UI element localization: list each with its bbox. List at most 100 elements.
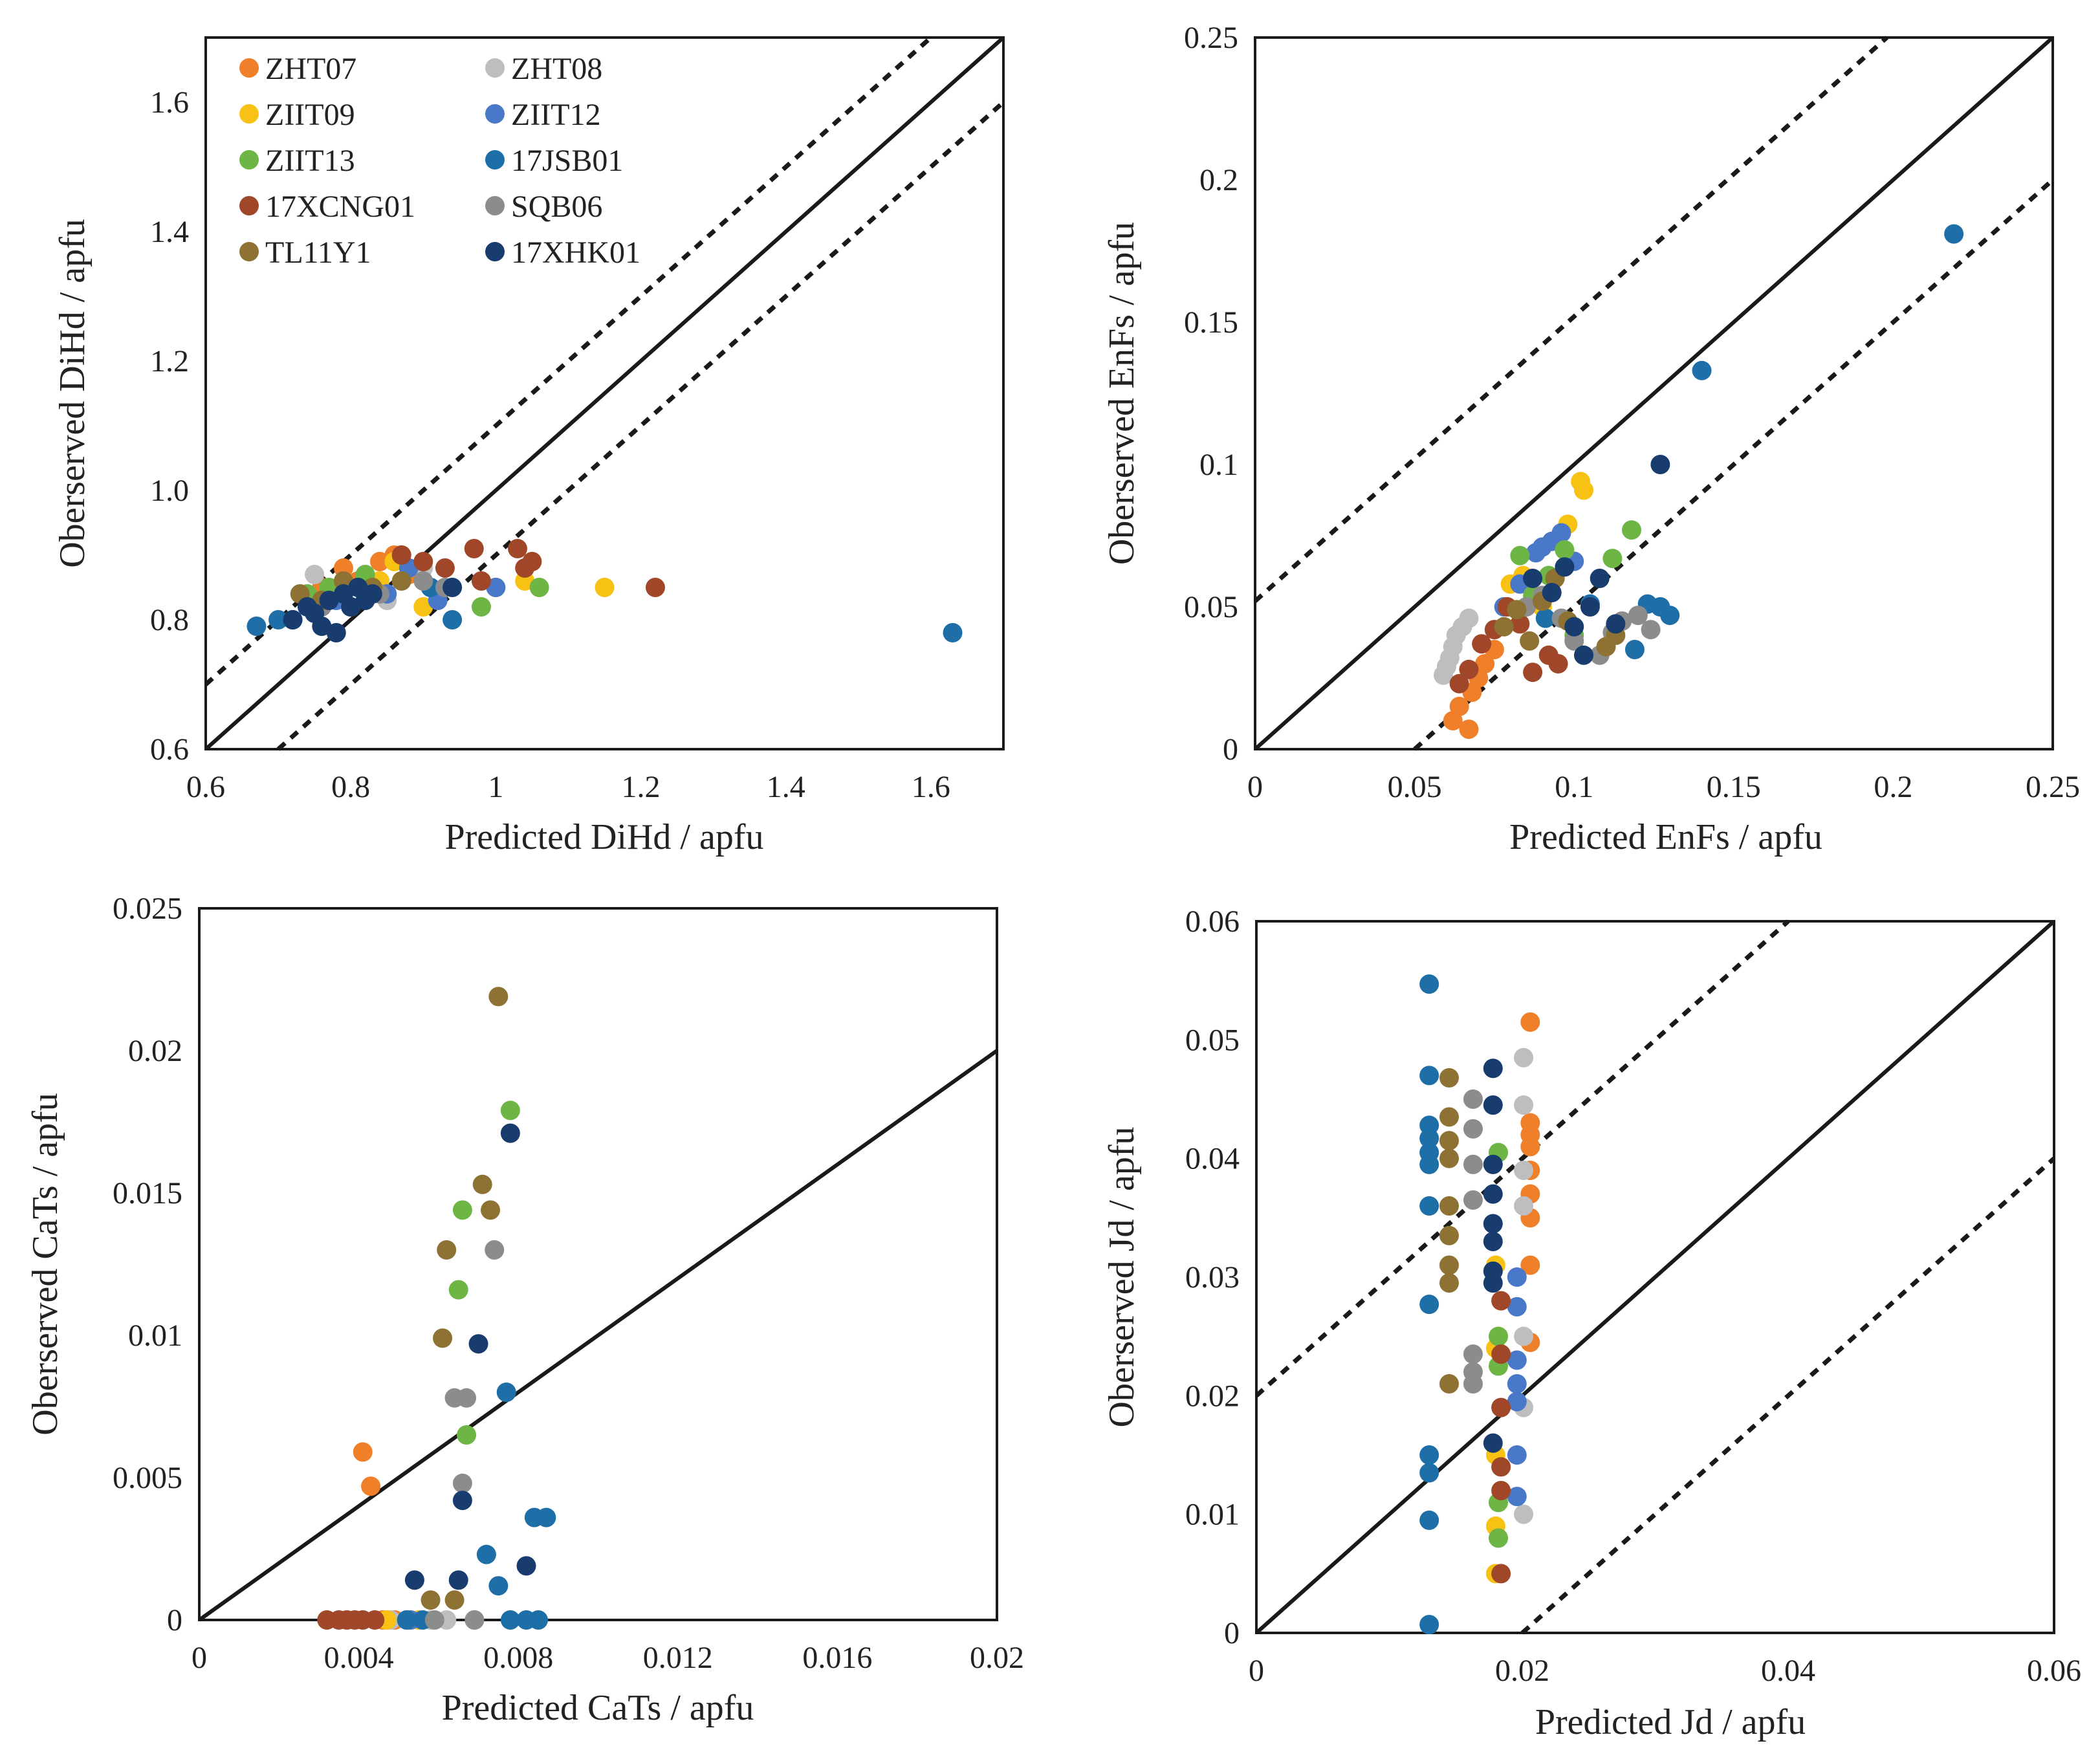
- point-ZIIT12-jd: [1507, 1445, 1527, 1465]
- point-ZHT08-jd: [1514, 1047, 1534, 1067]
- reference-lines-enfs: [1253, 36, 2055, 751]
- legend-marker-ZIIT09: [239, 104, 259, 124]
- panel-enfs: 0 0.05 0.1 0.15 0.2 0.25 0 0.05 0.1 0.15 0.2 0.25 P…: [1102, 21, 2080, 857]
- point-SQB06-enfs: [1564, 631, 1584, 651]
- x-tick-label-jd: 0.04: [1761, 1654, 1815, 1688]
- panel-dihd: 0.6 0.8 1 1.2 1.4 1.6 0.6 0.8 1.0 1.2 1.4 1.6 Predi…: [52, 36, 1005, 857]
- plot-frame-enfs: [1254, 36, 2054, 750]
- point-ZHT07-enfs: [1459, 719, 1479, 739]
- point-ZIIT13-cats: [448, 1280, 468, 1300]
- point-ZIIT12-jd: [1507, 1350, 1527, 1370]
- point-TL11Y1-cats: [488, 987, 509, 1007]
- point-ZIIT13-dihd: [471, 597, 491, 617]
- point-17XHK01-enfs: [1555, 557, 1575, 577]
- point-ZIIT12-jd: [1507, 1487, 1527, 1507]
- y-tick-label-jd: 0.05: [1185, 1023, 1240, 1057]
- point-17XCNG01-jd: [1491, 1481, 1511, 1500]
- plot-frame-dihd: [204, 36, 1005, 750]
- plot-frame-cats: [198, 907, 998, 1621]
- x-tick-label-cats: 0.016: [802, 1641, 872, 1675]
- point-ZIIT12-jd: [1507, 1296, 1527, 1317]
- point-TL11Y1-cats: [437, 1240, 457, 1260]
- point-17XHK01-dihd: [443, 578, 463, 597]
- point-17XHK01-cats: [452, 1491, 472, 1511]
- point-ZIIT09-dihd: [595, 578, 615, 597]
- dashed-bound-line-enfs-1: [1253, 36, 1888, 603]
- tick-labels-cats: 0 0.004 0.008 0.012 0.016 0.02 0 0.005 0.01 0.015…: [113, 891, 1024, 1675]
- x-tick-label-dihd: 1.4: [767, 770, 805, 804]
- y-tick-label-cats: 0: [167, 1603, 182, 1637]
- point-ZHT07-jd: [1520, 1137, 1540, 1157]
- point-ZIIT13-enfs: [1510, 545, 1530, 565]
- legend-marker-17JSB01: [485, 150, 505, 170]
- point-17XCNG01-enfs: [1459, 659, 1479, 679]
- point-17JSB01-cats: [536, 1507, 556, 1527]
- panel-jd: 0 0.02 0.04 0.06 0 0.01 0.02 0.03 0.04 0.05 0.06 P…: [1102, 904, 2081, 1742]
- y-tick-label-enfs: 0.05: [1184, 590, 1238, 624]
- point-ZHT07-dihd: [370, 552, 390, 571]
- point-ZHT08-enfs: [1459, 608, 1479, 628]
- x-tick-label-cats: 0.008: [483, 1641, 553, 1675]
- point-17XHK01-enfs: [1542, 583, 1562, 602]
- x-tick-label-dihd: 1.6: [912, 770, 950, 804]
- legend-label-TL11Y1: TL11Y1: [265, 235, 371, 270]
- point-17XCNG01-dihd: [391, 545, 411, 565]
- one-to-one-line-enfs-0: [1254, 36, 2054, 751]
- y-tick-label-cats: 0.025: [113, 891, 182, 926]
- point-17XHK01-dihd: [341, 597, 361, 617]
- point-17JSB01-cats: [397, 1610, 417, 1630]
- y-axis-title-jd: Oberserved Jd / apfu: [1102, 1127, 1142, 1428]
- point-SQB06-jd: [1463, 1089, 1483, 1109]
- point-17XCNG01-cats: [365, 1610, 385, 1630]
- legend-label-ZIIT09: ZIIT09: [265, 98, 355, 132]
- x-tick-label-enfs: 0.05: [1388, 770, 1442, 804]
- y-tick-label-enfs: 0.15: [1184, 305, 1238, 340]
- y-axis-title-cats: Oberserved CaTs / apfu: [25, 1093, 65, 1435]
- x-tick-label-dihd: 0.8: [331, 770, 370, 804]
- point-17XHK01-dihd: [326, 623, 346, 642]
- point-17XHK01-jd: [1483, 1214, 1503, 1234]
- data-points-jd: [1419, 974, 1540, 1635]
- point-ZIIT13-enfs: [1602, 549, 1623, 569]
- point-TL11Y1-cats: [444, 1590, 465, 1610]
- y-tick-label-dihd: 1.4: [150, 215, 189, 249]
- point-17XHK01-enfs: [1580, 597, 1600, 617]
- point-ZHT07-enfs: [1475, 654, 1495, 673]
- point-TL11Y1-dihd: [391, 571, 411, 591]
- point-ZHT08-jd: [1514, 1196, 1534, 1216]
- point-TL11Y1-jd: [1439, 1131, 1459, 1151]
- point-ZHT08-jd: [1514, 1095, 1534, 1115]
- point-17XCNG01-dihd: [507, 539, 527, 558]
- tick-labels-dihd: 0.6 0.8 1 1.2 1.4 1.6 0.6 0.8 1.0 1.2 1.4 1.6: [150, 85, 950, 804]
- legend-label-ZHT07: ZHT07: [265, 52, 356, 86]
- y-tick-label-enfs: 0.25: [1184, 21, 1238, 55]
- point-17JSB01-dihd: [246, 617, 267, 636]
- point-17XHK01-enfs: [1590, 569, 1610, 588]
- data-points-dihd: [246, 539, 963, 642]
- x-tick-label-enfs: 0: [1247, 770, 1263, 804]
- point-TL11Y1-jd: [1439, 1107, 1459, 1127]
- x-tick-label-dihd: 0.6: [186, 770, 225, 804]
- data-points-enfs: [1433, 224, 1964, 739]
- point-TL11Y1-jd: [1439, 1196, 1459, 1216]
- y-tick-label-jd: 0: [1224, 1616, 1240, 1650]
- x-tick-label-cats: 0.02: [970, 1641, 1024, 1675]
- point-SQB06-dihd: [413, 571, 433, 591]
- one-to-one-line-jd-0: [1255, 919, 2055, 1635]
- tick-labels-enfs: 0 0.05 0.1 0.15 0.2 0.25 0 0.05 0.1 0.15 0.2 0.25: [1184, 21, 2080, 804]
- data-points-cats: [317, 987, 556, 1630]
- point-17JSB01-jd: [1419, 1196, 1439, 1216]
- point-17JSB01-jd: [1419, 1154, 1439, 1174]
- x-tick-label-jd: 0: [1249, 1654, 1264, 1688]
- y-axis-title-dihd: Oberserved DiHd / apfu: [52, 219, 93, 568]
- panel-cats: 0 0.004 0.008 0.012 0.016 0.02 0 0.005 0.01 0.015…: [25, 891, 1024, 1728]
- point-TL11Y1-cats: [472, 1174, 492, 1194]
- point-17JSB01-enfs: [1660, 606, 1680, 626]
- point-17XCNG01-dihd: [435, 558, 455, 578]
- x-tick-label-enfs: 0.15: [1707, 770, 1761, 804]
- point-17JSB01-enfs: [1944, 224, 1964, 244]
- dashed-bound-line-jd-2: [1520, 1157, 2056, 1635]
- point-ZIIT12-jd: [1507, 1392, 1527, 1412]
- point-17JSB01-jd: [1419, 1066, 1439, 1086]
- point-17XHK01-dihd: [362, 584, 382, 604]
